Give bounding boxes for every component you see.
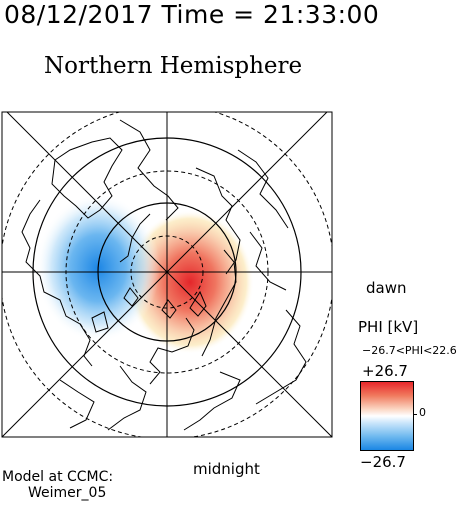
legend-quantity: PHI [kV] xyxy=(358,318,419,336)
legend-zero: 0 xyxy=(419,406,426,419)
positive-potential-cell xyxy=(126,210,254,354)
header-datetime: 08/12/2017 Time = 21:33:00 xyxy=(4,0,380,29)
credit-line2: Weimer_05 xyxy=(28,485,107,501)
credit-line1: Model at CCMC: xyxy=(2,469,114,485)
dawn-label: dawn xyxy=(366,279,407,297)
legend-range: −26.7<PHI<22.6 xyxy=(362,344,457,357)
legend-zero-tick xyxy=(413,414,417,415)
legend-min: −26.7 xyxy=(360,453,406,471)
midnight-label: midnight xyxy=(193,460,260,478)
map-title: Northern Hemisphere xyxy=(44,53,303,79)
legend-colorbar xyxy=(360,381,414,451)
legend-max: +26.7 xyxy=(362,362,408,380)
coastlines xyxy=(21,119,307,431)
map-frame xyxy=(1,111,333,438)
